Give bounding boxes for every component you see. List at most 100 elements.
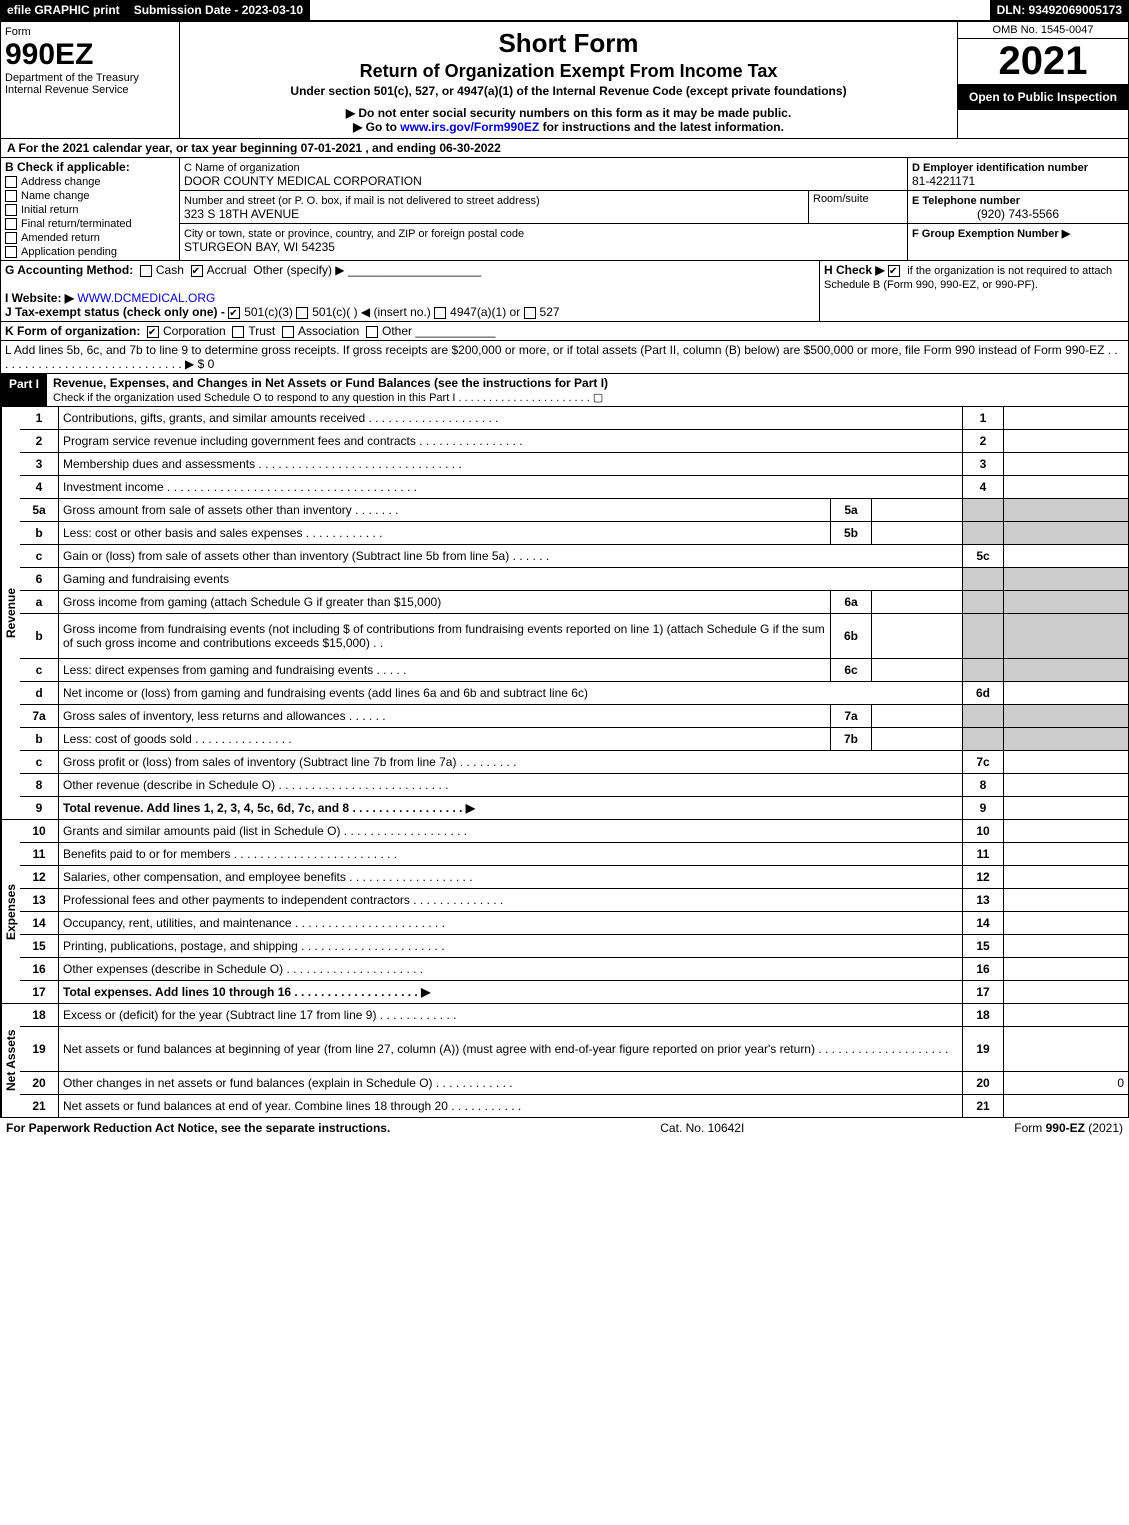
- ref-shaded: [962, 568, 1003, 590]
- val-shaded: [1003, 705, 1128, 727]
- line-number: 16: [20, 958, 59, 980]
- l-row: L Add lines 5b, 6c, and 7b to line 9 to …: [0, 341, 1129, 374]
- subline-value[interactable]: [872, 522, 962, 544]
- part1-title: Revenue, Expenses, and Changes in Net As…: [53, 376, 608, 390]
- line-value[interactable]: [1003, 820, 1128, 842]
- line-ref: 2: [962, 430, 1003, 452]
- line-number: 8: [20, 774, 59, 796]
- chk-trust[interactable]: [232, 326, 244, 338]
- dln: DLN: 93492069005173: [990, 0, 1129, 20]
- open-public: Open to Public Inspection: [958, 84, 1128, 110]
- line-value[interactable]: [1003, 682, 1128, 704]
- line-value[interactable]: [1003, 935, 1128, 957]
- val-shaded: [1003, 659, 1128, 681]
- line-value[interactable]: [1003, 1004, 1128, 1026]
- line-20: 20Other changes in net assets or fund ba…: [20, 1072, 1128, 1095]
- irs-link[interactable]: www.irs.gov/Form990EZ: [400, 120, 539, 134]
- line-text: Grants and similar amounts paid (list in…: [59, 822, 962, 840]
- website-link[interactable]: WWW.DCMEDICAL.ORG: [77, 291, 215, 305]
- chk-4947[interactable]: [434, 307, 446, 319]
- val-shaded: [1003, 728, 1128, 750]
- ssn-warning: ▶ Do not enter social security numbers o…: [184, 106, 953, 120]
- netassets-block: Net Assets 18Excess or (deficit) for the…: [0, 1004, 1129, 1118]
- tax-year: 2021: [958, 39, 1128, 84]
- form-header: Form 990EZ Department of the Treasury In…: [0, 21, 1129, 139]
- city: STURGEON BAY, WI 54235: [184, 240, 335, 254]
- chk-501c3[interactable]: [228, 307, 240, 319]
- chk-527[interactable]: [524, 307, 536, 319]
- footer-right: Form 990-EZ (2021): [1014, 1121, 1123, 1135]
- line-value[interactable]: [1003, 430, 1128, 452]
- chk-final-return[interactable]: [5, 218, 17, 230]
- subline-value[interactable]: [872, 705, 962, 727]
- chk-501c[interactable]: [296, 307, 308, 319]
- short-form-title: Short Form: [184, 28, 953, 59]
- line-number: 12: [20, 866, 59, 888]
- line-value[interactable]: [1003, 1095, 1128, 1117]
- line-value[interactable]: [1003, 476, 1128, 498]
- line-6: 6Gaming and fundraising events: [20, 568, 1128, 591]
- j-label: J Tax-exempt status (check only one) -: [5, 305, 225, 319]
- chk-cash[interactable]: [140, 265, 152, 277]
- line-value[interactable]: [1003, 912, 1128, 934]
- subline-ref: 6c: [830, 659, 872, 681]
- line-number: 7a: [20, 705, 59, 727]
- line-19: 19Net assets or fund balances at beginni…: [20, 1027, 1128, 1072]
- chk-other[interactable]: [366, 326, 378, 338]
- subline-value[interactable]: [872, 659, 962, 681]
- line-text: Other revenue (describe in Schedule O) .…: [59, 776, 962, 794]
- line-number: 14: [20, 912, 59, 934]
- line-value[interactable]: [1003, 1027, 1128, 1071]
- footer-mid: Cat. No. 10642I: [660, 1121, 744, 1135]
- line-text: Gaming and fundraising events: [59, 570, 962, 588]
- line-value[interactable]: [1003, 797, 1128, 819]
- subline-value[interactable]: [872, 591, 962, 613]
- val-shaded: [1003, 591, 1128, 613]
- line-value[interactable]: [1003, 453, 1128, 475]
- line-number: 20: [20, 1072, 59, 1094]
- line-value[interactable]: 0: [1003, 1072, 1128, 1094]
- chk-initial-return[interactable]: [5, 204, 17, 216]
- city-label: City or town, state or province, country…: [184, 228, 524, 240]
- line-text: Gross sales of inventory, less returns a…: [59, 707, 830, 725]
- chk-name-change[interactable]: [5, 190, 17, 202]
- line-value[interactable]: [1003, 866, 1128, 888]
- chk-accrual[interactable]: [191, 265, 203, 277]
- g-label: G Accounting Method:: [5, 263, 133, 277]
- line-number: 11: [20, 843, 59, 865]
- goto-link[interactable]: ▶ Go to www.irs.gov/Form990EZ for instru…: [184, 120, 953, 134]
- line-number: 1: [20, 407, 59, 429]
- subline-value[interactable]: [872, 614, 962, 658]
- line-21: 21Net assets or fund balances at end of …: [20, 1095, 1128, 1117]
- line-value[interactable]: [1003, 843, 1128, 865]
- line-value[interactable]: [1003, 889, 1128, 911]
- chk-assoc[interactable]: [282, 326, 294, 338]
- subline-ref: 6b: [830, 614, 872, 658]
- subline-value[interactable]: [872, 499, 962, 521]
- chk-amended-return[interactable]: [5, 232, 17, 244]
- line-5c: cGain or (loss) from sale of assets othe…: [20, 545, 1128, 568]
- line-4: 4Investment income . . . . . . . . . . .…: [20, 476, 1128, 499]
- line-ref: 10: [962, 820, 1003, 842]
- chk-address-change[interactable]: [5, 176, 17, 188]
- e-label: E Telephone number: [912, 195, 1020, 207]
- chk-h[interactable]: [888, 265, 900, 277]
- line-value[interactable]: [1003, 545, 1128, 567]
- line-value[interactable]: [1003, 751, 1128, 773]
- line-value[interactable]: [1003, 407, 1128, 429]
- line-2: 2Program service revenue including gover…: [20, 430, 1128, 453]
- l-text: L Add lines 5b, 6c, and 7b to line 9 to …: [1, 341, 1128, 373]
- line-value[interactable]: [1003, 981, 1128, 1003]
- subline-value[interactable]: [872, 728, 962, 750]
- line-text: Net assets or fund balances at beginning…: [59, 1040, 962, 1058]
- line-number: 6: [20, 568, 59, 590]
- subline-ref: 7a: [830, 705, 872, 727]
- line-text: Excess or (deficit) for the year (Subtra…: [59, 1006, 962, 1024]
- chk-corp[interactable]: [147, 326, 159, 338]
- val-shaded: [1003, 568, 1128, 590]
- line-value[interactable]: [1003, 958, 1128, 980]
- chk-application-pending[interactable]: [5, 246, 17, 258]
- efile-print[interactable]: efile GRAPHIC print: [0, 0, 127, 20]
- line-value[interactable]: [1003, 774, 1128, 796]
- line-18: 18Excess or (deficit) for the year (Subt…: [20, 1004, 1128, 1027]
